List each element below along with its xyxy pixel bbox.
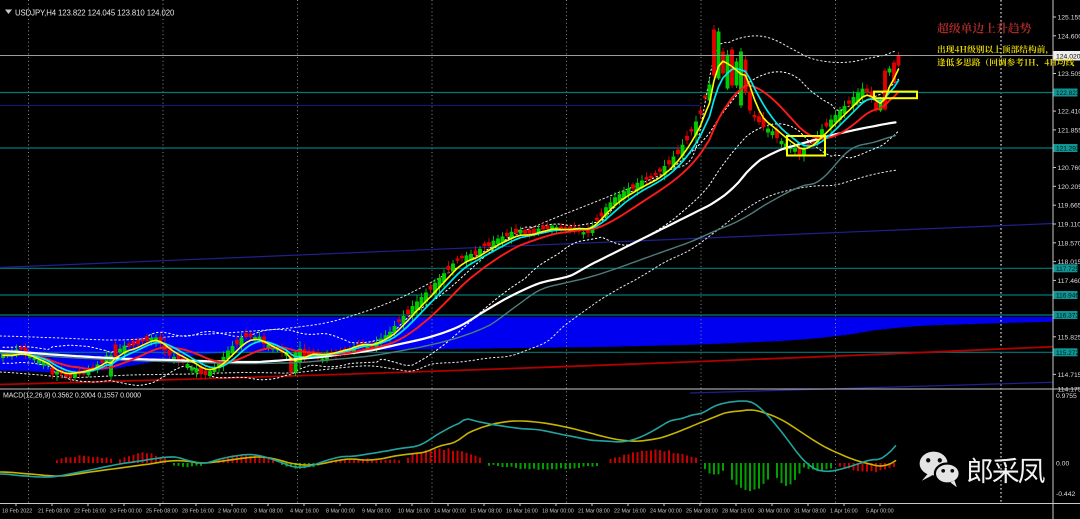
svg-text:120.760: 120.760 xyxy=(1058,165,1080,172)
svg-text:21 Mar 08:00: 21 Mar 08:00 xyxy=(578,509,610,515)
svg-text:125.155: 125.155 xyxy=(1058,15,1080,22)
svg-text:114.175: 114.175 xyxy=(1058,387,1080,394)
svg-text:119.110: 119.110 xyxy=(1058,222,1080,229)
svg-text:0.9755: 0.9755 xyxy=(1056,393,1077,400)
svg-text:120.205: 120.205 xyxy=(1058,184,1080,191)
svg-text:0.00: 0.00 xyxy=(1056,461,1069,468)
svg-text:10 Mar 16:00: 10 Mar 16:00 xyxy=(398,509,430,515)
svg-text:22 Feb 16:00: 22 Feb 16:00 xyxy=(74,509,106,515)
svg-text:121.855: 121.855 xyxy=(1058,127,1080,134)
svg-text:28 Mar 16:00: 28 Mar 16:00 xyxy=(722,509,754,515)
svg-text:18 Mar 00:00: 18 Mar 00:00 xyxy=(542,509,574,515)
svg-text:25 Feb 08:00: 25 Feb 08:00 xyxy=(146,509,178,515)
svg-text:4 Mar 16:00: 4 Mar 16:00 xyxy=(290,509,319,515)
svg-text:117.460: 117.460 xyxy=(1058,278,1080,285)
svg-text:24 Feb 00:00: 24 Feb 00:00 xyxy=(110,509,142,515)
svg-text:16 Mar 16:00: 16 Mar 16:00 xyxy=(506,509,538,515)
svg-text:115.825: 115.825 xyxy=(1058,334,1080,341)
svg-text:9 Mar 08:00: 9 Mar 08:00 xyxy=(362,509,391,515)
svg-text:USDJPY,H4 123.822 124.045 123: USDJPY,H4 123.822 124.045 123.810 124.02… xyxy=(15,9,175,18)
svg-text:114.715: 114.715 xyxy=(1058,372,1080,379)
svg-text:118.015: 118.015 xyxy=(1058,259,1080,266)
svg-text:121.292: 121.292 xyxy=(1056,146,1080,153)
svg-text:MACD(12,26,9) 0.3562 0.2004 0.: MACD(12,26,9) 0.3562 0.2004 0.1557 0.000… xyxy=(3,393,141,400)
svg-text:18 Feb 2022: 18 Feb 2022 xyxy=(2,509,32,515)
svg-text:2 Mar 00:00: 2 Mar 00:00 xyxy=(218,509,247,515)
svg-text:30 Mar 00:00: 30 Mar 00:00 xyxy=(758,509,790,515)
svg-text:31 Mar 08:00: 31 Mar 08:00 xyxy=(794,509,826,515)
svg-text:3 Mar 08:00: 3 Mar 08:00 xyxy=(254,509,283,515)
svg-text:21 Feb 08:00: 21 Feb 08:00 xyxy=(38,509,70,515)
svg-text:118.570: 118.570 xyxy=(1058,240,1080,247)
svg-text:24 Mar 00:00: 24 Mar 00:00 xyxy=(650,509,682,515)
svg-text:22 Mar 16:00: 22 Mar 16:00 xyxy=(614,509,646,515)
svg-text:124.600: 124.600 xyxy=(1058,33,1080,40)
svg-text:-0.442: -0.442 xyxy=(1056,491,1075,498)
svg-text:115.272: 115.272 xyxy=(1056,350,1079,357)
svg-text:124.020: 124.020 xyxy=(1056,54,1080,61)
svg-text:122.410: 122.410 xyxy=(1058,109,1080,116)
svg-text:14 Mar 00:00: 14 Mar 00:00 xyxy=(434,509,466,515)
svg-text:122.823: 122.823 xyxy=(1056,90,1080,97)
svg-text:1 Apr 16:00: 1 Apr 16:00 xyxy=(830,509,858,515)
svg-text:117.725: 117.725 xyxy=(1056,266,1079,273)
svg-text:28 Feb 16:00: 28 Feb 16:00 xyxy=(182,509,214,515)
svg-text:5 Apr 00:00: 5 Apr 00:00 xyxy=(866,509,894,515)
svg-text:25 Mar 08:00: 25 Mar 08:00 xyxy=(686,509,718,515)
svg-text:123.505: 123.505 xyxy=(1058,71,1080,78)
svg-text:116.372: 116.372 xyxy=(1056,313,1079,320)
svg-text:15 Mar 08:00: 15 Mar 08:00 xyxy=(470,509,502,515)
svg-text:119.665: 119.665 xyxy=(1058,203,1080,210)
svg-text:8 Mar 00:00: 8 Mar 00:00 xyxy=(326,509,355,515)
svg-text:116.946: 116.946 xyxy=(1056,293,1079,300)
